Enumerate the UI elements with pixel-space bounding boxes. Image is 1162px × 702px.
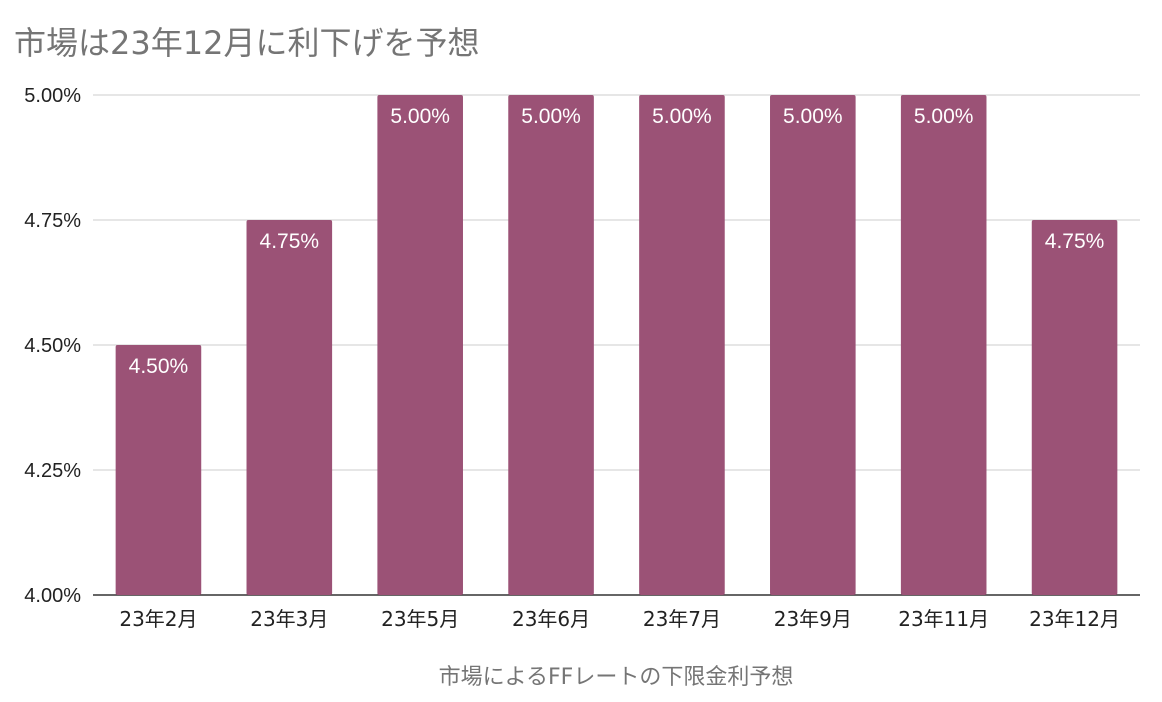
- bar: [115, 345, 202, 595]
- y-tick-label: 5.00%: [24, 85, 81, 107]
- data-label: 5.00%: [914, 105, 974, 128]
- x-tick-label: 23年7月: [643, 607, 721, 631]
- bar: [770, 95, 856, 595]
- data-label: 4.75%: [260, 230, 320, 253]
- y-tick-label: 4.75%: [24, 210, 81, 232]
- bars: 4.50% 4.75% 5.00% 5.00% 5.00% 5.00% 5.00% 4.75%: [115, 95, 1118, 595]
- x-tick-label: 23年9月: [774, 607, 852, 631]
- y-tick-label: 4.25%: [24, 460, 81, 482]
- data-label: 5.00%: [521, 105, 581, 128]
- y-axis-ticks: 4.00% 4.25% 4.50% 4.75% 5.00%: [24, 85, 81, 607]
- bar: [508, 95, 594, 595]
- x-tick-label: 23年3月: [250, 607, 328, 631]
- data-label: 5.00%: [783, 105, 843, 128]
- chart-title: 市場は23年12月に利下げを予想: [14, 24, 480, 62]
- data-label: 5.00%: [652, 105, 712, 128]
- x-tick-label: 23年6月: [512, 607, 590, 631]
- y-tick-label: 4.00%: [24, 585, 81, 607]
- bar: [639, 95, 725, 595]
- bar: [1031, 220, 1118, 595]
- bar: [377, 95, 463, 595]
- x-tick-label: 23年11月: [898, 607, 989, 631]
- y-tick-label: 4.50%: [24, 335, 81, 357]
- x-axis-title: 市場によるFFレートの下限金利予想: [439, 665, 794, 690]
- data-label: 5.00%: [390, 105, 450, 128]
- x-tick-label: 23年2月: [119, 607, 197, 631]
- x-tick-label: 23年5月: [381, 607, 459, 631]
- x-axis-ticks: 23年2月 23年3月 23年5月 23年6月 23年7月 23年9月 23年11月 23年1…: [119, 607, 1120, 631]
- data-label: 4.75%: [1045, 230, 1105, 253]
- x-tick-label: 23年12月: [1029, 607, 1120, 631]
- bar: [246, 220, 333, 595]
- data-label: 4.50%: [129, 355, 189, 378]
- bar: [900, 95, 987, 595]
